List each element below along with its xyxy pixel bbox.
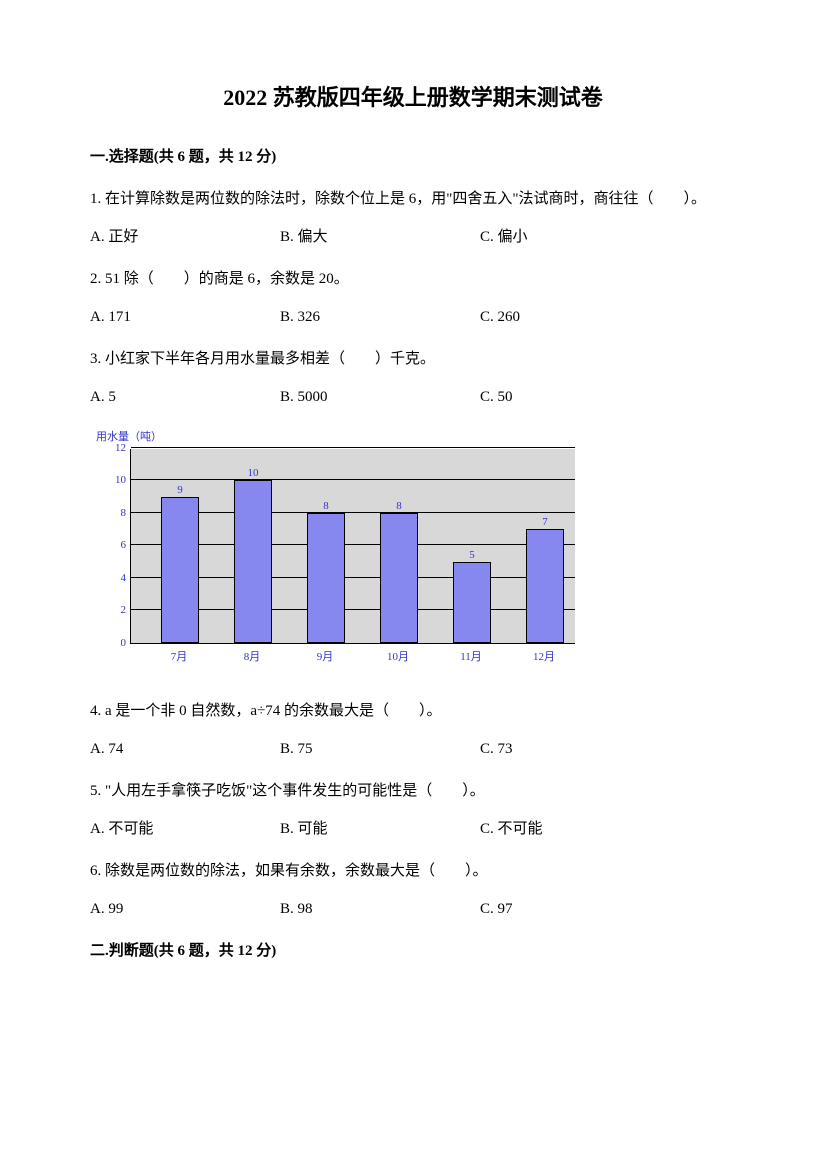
chart-x-tick: 12月	[533, 649, 555, 667]
question-6-options: A. 99 B. 98 C. 97	[90, 897, 736, 921]
chart-bar-value-label: 10	[248, 465, 259, 483]
water-usage-chart: 用水量（吨） 9108857 024681012 7月8月9月10月11月12月	[90, 429, 736, 669]
question-6: 6. 除数是两位数的除法，如果有余数，余数最大是（ ）。 A. 99 B. 98…	[90, 859, 736, 921]
chart-x-tick: 8月	[244, 649, 261, 667]
chart-bar: 7	[526, 529, 564, 643]
q3-option-b: B. 5000	[280, 385, 480, 409]
q4-option-c: C. 73	[480, 737, 513, 761]
q6-option-b: B. 98	[280, 897, 480, 921]
q3-option-c: C. 50	[480, 385, 513, 409]
question-2: 2. 51 除（ ）的商是 6，余数是 20。 A. 171 B. 326 C.…	[90, 267, 736, 329]
question-3-options: A. 5 B. 5000 C. 50	[90, 385, 736, 409]
question-3-text: 3. 小红家下半年各月用水量最多相差（ ）千克。	[90, 347, 736, 371]
q6-option-a: A. 99	[90, 897, 280, 921]
q3-option-a: A. 5	[90, 385, 280, 409]
chart-bar: 9	[161, 497, 199, 643]
chart-y-tick: 0	[108, 635, 126, 653]
chart-y-tick: 8	[108, 505, 126, 523]
question-1-options: A. 正好 B. 偏大 C. 偏小	[90, 225, 736, 249]
chart-bar: 8	[380, 513, 418, 643]
section2-header: 二.判断题(共 6 题，共 12 分)	[90, 939, 736, 963]
question-4-text: 4. a 是一个非 0 自然数，a÷74 的余数最大是（ ）。	[90, 699, 736, 723]
q6-option-c: C. 97	[480, 897, 513, 921]
q5-option-a: A. 不可能	[90, 817, 280, 841]
page-title: 2022 苏教版四年级上册数学期末测试卷	[90, 80, 736, 115]
q1-option-a: A. 正好	[90, 225, 280, 249]
chart-y-tick: 4	[108, 570, 126, 588]
chart-bar-value-label: 5	[469, 547, 475, 565]
chart-container: 9108857 024681012 7月8月9月10月11月12月	[90, 449, 580, 669]
chart-x-tick: 7月	[171, 649, 188, 667]
chart-gridline	[131, 479, 575, 480]
question-4: 4. a 是一个非 0 自然数，a÷74 的余数最大是（ ）。 A. 74 B.…	[90, 699, 736, 761]
question-6-text: 6. 除数是两位数的除法，如果有余数，余数最大是（ ）。	[90, 859, 736, 883]
section1-header: 一.选择题(共 6 题，共 12 分)	[90, 145, 736, 169]
question-1-text: 1. 在计算除数是两位数的除法时，除数个位上是 6，用"四舍五入"法试商时，商往…	[90, 187, 736, 211]
question-5: 5. "人用左手拿筷子吃饭"这个事件发生的可能性是（ ）。 A. 不可能 B. …	[90, 779, 736, 841]
question-1: 1. 在计算除数是两位数的除法时，除数个位上是 6，用"四舍五入"法试商时，商往…	[90, 187, 736, 249]
question-5-options: A. 不可能 B. 可能 C. 不可能	[90, 817, 736, 841]
chart-bar: 10	[234, 480, 272, 643]
q5-option-c: C. 不可能	[480, 817, 543, 841]
chart-y-tick: 2	[108, 602, 126, 620]
chart-x-tick: 10月	[387, 649, 409, 667]
chart-bar-value-label: 8	[396, 498, 402, 516]
q4-option-a: A. 74	[90, 737, 280, 761]
q2-option-a: A. 171	[90, 305, 280, 329]
q5-option-b: B. 可能	[280, 817, 480, 841]
chart-y-tick: 12	[108, 440, 126, 458]
question-2-options: A. 171 B. 326 C. 260	[90, 305, 736, 329]
chart-bar: 5	[453, 562, 491, 643]
question-2-text: 2. 51 除（ ）的商是 6，余数是 20。	[90, 267, 736, 291]
chart-y-tick: 6	[108, 537, 126, 555]
question-3: 3. 小红家下半年各月用水量最多相差（ ）千克。 A. 5 B. 5000 C.…	[90, 347, 736, 409]
chart-gridline	[131, 447, 575, 448]
question-5-text: 5. "人用左手拿筷子吃饭"这个事件发生的可能性是（ ）。	[90, 779, 736, 803]
chart-bar-value-label: 7	[542, 514, 548, 532]
chart-y-tick: 10	[108, 472, 126, 490]
chart-plot-area: 9108857	[130, 449, 575, 644]
chart-x-tick: 11月	[460, 649, 482, 667]
q4-option-b: B. 75	[280, 737, 480, 761]
chart-bar: 8	[307, 513, 345, 643]
q1-option-c: C. 偏小	[480, 225, 528, 249]
chart-y-axis-label: 用水量（吨）	[96, 429, 736, 447]
q2-option-c: C. 260	[480, 305, 520, 329]
chart-bar-value-label: 9	[177, 482, 183, 500]
chart-bar-value-label: 8	[323, 498, 329, 516]
question-4-options: A. 74 B. 75 C. 73	[90, 737, 736, 761]
q2-option-b: B. 326	[280, 305, 480, 329]
q1-option-b: B. 偏大	[280, 225, 480, 249]
chart-x-tick: 9月	[317, 649, 334, 667]
